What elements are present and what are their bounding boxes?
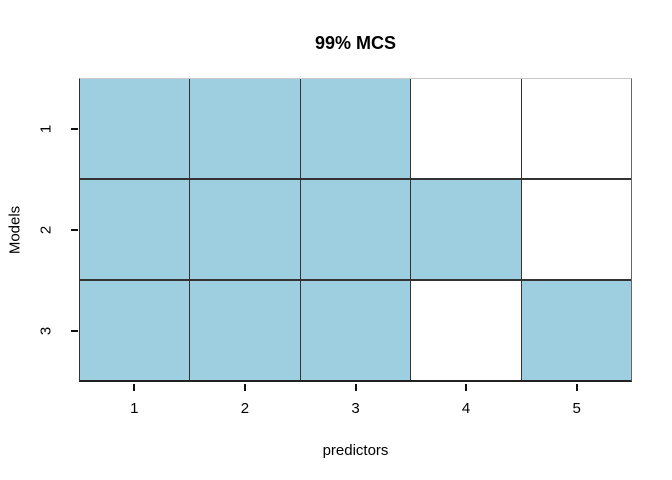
matrix-cell-model3-predictor4 <box>411 280 521 380</box>
y-axis-ticks <box>71 78 78 382</box>
x-axis-tick-label: 4 <box>461 400 471 417</box>
matrix-cell-model3-predictor1 <box>80 280 190 380</box>
x-axis-tick-label: 5 <box>572 400 581 417</box>
heatmap-grid <box>79 78 632 382</box>
x-axis-tick <box>133 384 136 391</box>
matrix-cell-model1-predictor3 <box>300 79 411 179</box>
matrix-cell-model3-predictor3 <box>300 280 411 380</box>
matrix-cell-model2-predictor3 <box>300 179 411 280</box>
x-axis-tick <box>243 384 246 391</box>
matrix-cell-model2-predictor4 <box>411 179 521 280</box>
x-axis-tick-label: 1 <box>130 400 139 417</box>
x-axis-tick <box>575 384 578 391</box>
y-axis-tick-label: 3 <box>37 327 55 336</box>
y-axis-tick-label: 1 <box>37 124 55 133</box>
matrix-cell-model1-predictor5 <box>521 79 631 179</box>
x-axis-label: predictors <box>322 442 389 459</box>
y-axis-tick-label: 2 <box>37 225 55 235</box>
x-axis-tick <box>465 384 468 391</box>
matrix-cell-model1-predictor4 <box>411 79 521 179</box>
matrix-cell-model1-predictor2 <box>190 79 300 179</box>
matrix-cell-model1-predictor1 <box>80 79 190 179</box>
plot-title: 99% MCS <box>314 33 397 53</box>
matrix-cell-model3-predictor5 <box>521 280 631 380</box>
matrix-cell-model2-predictor5 <box>521 179 631 280</box>
matrix-cell-model3-predictor2 <box>190 280 300 380</box>
y-axis-label: Models <box>6 205 24 255</box>
y-axis-tick <box>71 229 78 231</box>
y-axis-tick <box>71 330 78 333</box>
y-axis-tick <box>71 127 78 130</box>
x-axis-tick <box>354 384 357 391</box>
matrix-cell-model2-predictor1 <box>80 179 190 280</box>
matrix-cell-model2-predictor2 <box>190 179 300 280</box>
x-axis-tick-label: 2 <box>240 400 250 417</box>
x-axis-tick-labels: 1 2 3 4 5 <box>79 400 632 418</box>
x-axis-ticks <box>79 384 632 391</box>
x-axis-tick-label: 3 <box>351 400 360 417</box>
